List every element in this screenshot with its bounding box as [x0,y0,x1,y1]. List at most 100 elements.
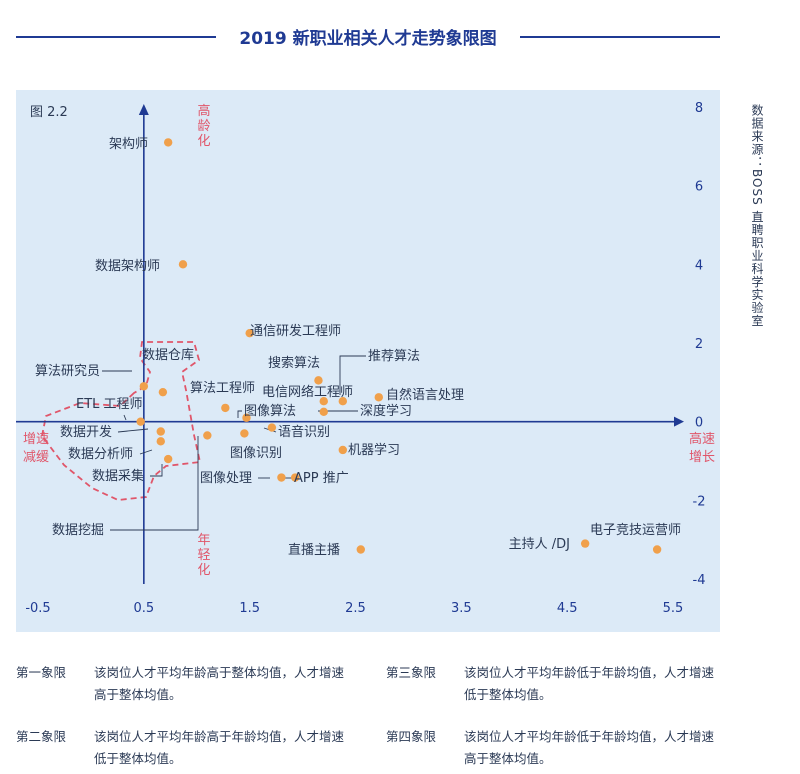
data-point [242,413,251,422]
data-points [136,138,662,554]
point-label: 算法研究员 [35,364,100,379]
data-point [356,545,365,554]
point-label: 图像处理 [200,471,252,486]
data-point [156,427,165,436]
leader-line [237,410,242,418]
legend-description: 该岗位人才平均年龄低于年龄均值，人才增速低于整体均值。 [464,665,715,702]
leader-line [150,464,163,477]
axis-label-left: 增速 [23,432,49,447]
point-label: 直播主播 [288,543,340,558]
leader-line [123,414,127,421]
data-point [374,393,383,402]
tick-labels: -0.5 0.5 1.5 2.5 3.5 4.5 5.5 8 6 4 2 0 -2 -4 [25,101,705,616]
talent-cluster-outline [41,341,202,501]
point-label: 语音识别 [278,424,330,440]
data-point [156,437,165,446]
leader-line [110,436,199,531]
legend-description: 该岗位人才平均年龄高于年龄均值，人才增速低于整体均值。 [94,729,345,766]
legend-quadrant-name: 第二象限 [16,729,67,744]
x-tick-label: 4.5 [557,601,578,616]
x-tick-label: 1.5 [239,601,260,616]
axis-label-right: 高速 [689,431,715,447]
x-tick-label: 5.5 [663,601,684,616]
legend-description: 该岗位人才平均年龄低于年龄均值，人才增速高于整体均值。 [464,729,715,766]
y-tick-label: -4 [693,573,706,588]
chart-panel [16,90,720,632]
point-label: ETL 工程师 [76,397,143,412]
data-point [178,260,188,269]
point-label: 数据分析师 [68,447,133,462]
axis-label-left: 减缓 [23,450,49,465]
point-label: 深度学习 [360,403,412,419]
data-point [319,397,328,406]
x-tick-label: 3.5 [451,601,472,616]
data-point [277,473,286,482]
data-point [158,387,168,397]
point-label: 数据架构师 [95,259,160,274]
point-label: 图像算法 [244,404,296,419]
leader-line [117,428,149,433]
title-rule-left [16,36,216,38]
legend-quadrant-name: 第三象限 [386,665,437,680]
point-label: 主持人 /DJ [509,537,570,552]
axis-label-top: 龄 [197,119,210,134]
axis-label-right: 增长 [689,450,715,465]
page-title: 2019 新职业相关人才走势象限图 [239,29,497,49]
cluster-outline [41,341,202,501]
point-label: 机器学习 [348,442,400,458]
data-point [314,376,323,385]
data-point [136,417,145,426]
data-point [290,473,300,482]
point-label: 数据挖掘 [52,523,104,538]
title-rule-right [520,36,720,38]
y-tick-label: 2 [695,337,703,352]
data-point [203,431,212,440]
point-label: 图像识别 [230,446,282,461]
figure-label: 图 2.2 [30,105,68,120]
point-label: 搜索算法 [268,356,320,371]
legend-description: 该岗位人才平均年龄高于整体均值，人才增速高于整体均值。 [94,665,345,702]
data-point [652,545,662,554]
point-label: 自然语言处理 [386,387,464,403]
point-label: 数据采集 [92,468,144,484]
quadrant-scatter-chart: 图 2.2 -0.5 0.5 1.5 2.5 3.5 4.5 5.5 8 6 4 2 0 -2 -4 高龄… [16,90,720,632]
x-tick-label: -0.5 [25,601,50,616]
axis-label-top: 高 [197,103,210,119]
point-label: 架构师 [109,137,148,152]
data-source: 数据来源：BOSS 直聘职业科学实验室 [750,104,764,328]
axes [16,104,684,584]
data-point [580,539,590,548]
y-tick-label: 8 [695,101,703,116]
y-axis-arrow [138,104,149,115]
title-row: 2019 新职业相关人才走势象限图 [16,22,720,52]
data-point [139,382,149,391]
x-axis-arrow [674,416,684,427]
data-point [338,397,347,406]
leader-line [339,355,366,395]
y-tick-label: 6 [695,180,703,195]
y-tick-label: 0 [695,416,703,431]
legend-quadrant-name: 第四象限 [386,729,437,744]
axis-label-bottom: 化 [197,563,210,578]
data-point [245,328,254,338]
point-label: 数据开发 [60,424,112,440]
data-point [338,445,347,455]
data-point [319,407,328,417]
point-label: 通信研发工程师 [250,323,341,339]
data-point [240,429,249,438]
point-label: APP 推广 [294,471,349,486]
point-label: 算法工程师 [190,381,255,396]
y-tick-label: 4 [695,258,703,273]
axis-label-top: 化 [197,134,210,149]
point-label: 推荐算法 [368,349,420,364]
axis-label-bottom: 轻 [197,548,210,563]
data-point [163,138,173,147]
data-point [163,454,173,464]
point-label: 数据仓库 [142,347,194,363]
y-tick-label: -2 [693,494,706,509]
axis-label-bottom: 年 [197,533,210,548]
leader-line [139,449,153,455]
point-label: 电信网络工程师 [262,384,353,400]
